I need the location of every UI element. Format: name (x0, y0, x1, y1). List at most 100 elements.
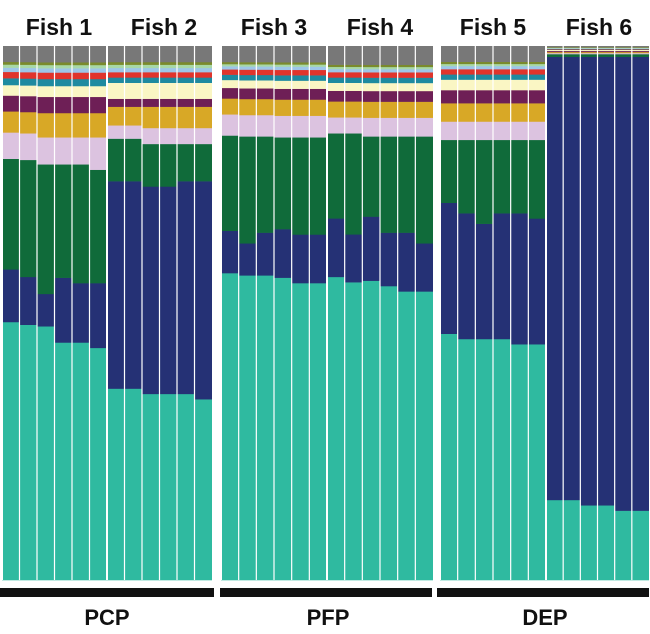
bar-segment-red (124, 72, 142, 78)
bar-segment-teal (142, 393, 160, 581)
bar-segment-mint (142, 64, 160, 69)
bar-segment-gold (344, 101, 363, 118)
bar-segment-red (194, 72, 212, 78)
bar-segment-teal_blue (457, 74, 476, 80)
bar-segment-gray (440, 46, 458, 63)
bar-segment-teal (89, 347, 107, 581)
bar-segment-gold (510, 103, 529, 122)
bar-segment-navy (475, 223, 493, 340)
bar-segment-light_blue (19, 67, 37, 73)
bar-segment-green (440, 139, 458, 203)
bar-segment-light_blue (475, 65, 493, 70)
bar-segment-plum (159, 98, 177, 107)
bar-segment-green (177, 143, 195, 182)
bar-segment-teal_blue (238, 74, 257, 81)
bar-segment-light_blue (221, 66, 239, 70)
bar-segment-light_blue (159, 67, 177, 73)
bar-segment-plum (274, 88, 292, 100)
bar-segment-gold (291, 99, 310, 116)
bar-segment-navy (309, 234, 327, 284)
bar-segment-cream (415, 82, 433, 92)
bar-segment-lavender (238, 114, 257, 137)
bar-segment-teal_blue (221, 74, 239, 81)
bar-segment-lavender (397, 117, 416, 137)
bar-segment-light_blue (256, 66, 274, 70)
bar-segment-gold (194, 106, 212, 129)
bar-segment-mint (107, 64, 125, 69)
bar-segment-navy (631, 56, 649, 511)
bar-segment-mint (397, 66, 416, 70)
bar-segment-mint (475, 63, 493, 67)
bar-segment-olive (528, 61, 546, 65)
bar-segment-plum (194, 98, 212, 107)
bar-segment-navy (124, 181, 142, 389)
bar-segment-teal_blue (177, 77, 195, 83)
bar-segment-teal_blue (475, 74, 493, 80)
bar-segment-teal (580, 505, 598, 581)
bar-segment-teal (362, 280, 380, 581)
bar-segment-gold (72, 112, 90, 138)
bar-segment-mint (344, 66, 363, 70)
bar-segment-mint (457, 63, 476, 67)
bar-segment-light_blue (440, 65, 458, 70)
bar-segment-red (89, 72, 107, 80)
bar-segment-teal_blue (614, 49, 632, 51)
bar-segment-teal_blue (580, 49, 598, 51)
bar-segment-gold (440, 103, 458, 122)
bar-segment-navy (528, 218, 546, 345)
bar-segment-green (415, 136, 433, 244)
bar-segment-teal (309, 283, 327, 581)
bar-segment-green (344, 133, 363, 235)
bar-segment-plum (415, 90, 433, 102)
bar-segment-mint (415, 66, 433, 70)
bar-segment-green (37, 164, 55, 295)
bar-segment-olive (124, 61, 142, 65)
bar-segment-green (493, 139, 511, 214)
bar-segment-olive (327, 64, 345, 68)
bar-segment-gold (256, 98, 274, 116)
bar-segment-olive (362, 64, 380, 68)
bar-segment-red (256, 69, 274, 76)
bar-segment-lavender (37, 137, 55, 165)
bar-segment-red (344, 72, 363, 78)
bar-segment-gray (256, 46, 274, 63)
fish-2-label: Fish 2 (130, 14, 198, 40)
bar-segment-red (528, 69, 546, 75)
bar-segment-navy (54, 277, 72, 343)
bar-segment-plum (457, 90, 476, 104)
bar-segment-olive (580, 47, 598, 48)
bar-segment-cream (89, 85, 107, 98)
bar-segment-teal (124, 388, 142, 581)
bar-segment-mint (256, 64, 274, 67)
bar-segment-teal_blue (256, 74, 274, 81)
bar-segment-cream (440, 79, 458, 91)
bar-segment-teal (380, 286, 398, 581)
bar-segment-cream (274, 80, 292, 89)
fish-separator (545, 46, 547, 580)
bar-segment-gold (159, 106, 177, 129)
bar-segment-teal (19, 324, 37, 581)
bar-segment-cream (397, 82, 416, 92)
bar-segment-gold (327, 101, 345, 118)
bar-segment-gray (274, 46, 292, 63)
bar-segment-olive (563, 47, 581, 48)
bar-segment-teal_blue (89, 78, 107, 87)
bar-segment-navy (580, 56, 598, 506)
bar-segment-cream (614, 49, 632, 52)
bar-segment-teal (415, 291, 433, 581)
bar-segment-red (440, 69, 458, 75)
bar-segment-green (19, 159, 37, 278)
bar-segment-green (238, 136, 257, 244)
bar-segment-lavender (309, 115, 327, 138)
bar-segment-lavender (631, 52, 649, 55)
bar-segment-teal_blue (124, 77, 142, 83)
bar-segment-gray (614, 46, 632, 48)
bar-segment-olive (631, 47, 649, 48)
bar-segment-red (415, 72, 433, 78)
bar-segment-navy (37, 293, 55, 327)
bar-segment-plum (493, 90, 511, 104)
bar-segment-red (546, 48, 564, 50)
bar-segment-olive (309, 62, 327, 65)
fish-separator (1, 46, 3, 580)
